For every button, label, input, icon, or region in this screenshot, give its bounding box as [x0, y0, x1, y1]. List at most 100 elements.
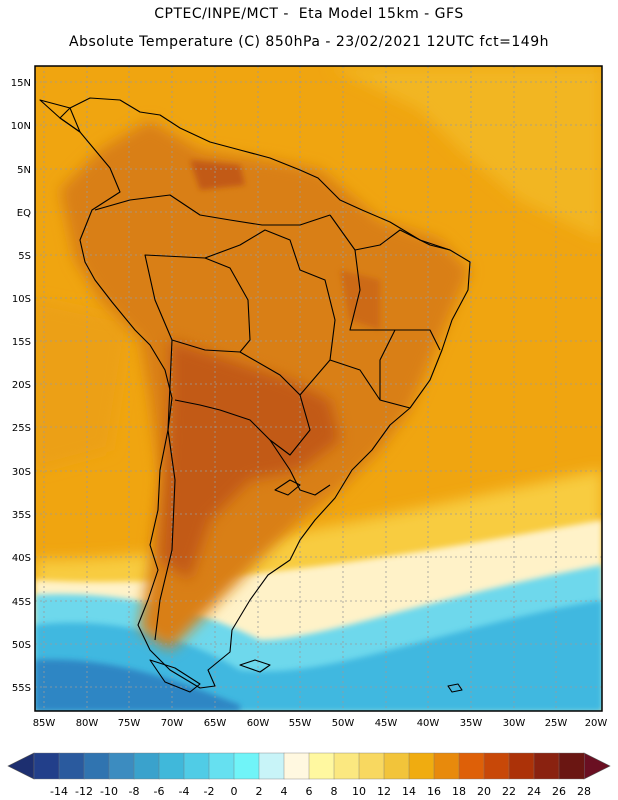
- colorbar-swatch: [133, 752, 160, 780]
- colorbar-left-arrow: [7, 752, 35, 780]
- lon-label: 75W: [118, 718, 141, 729]
- temperature-field: [35, 66, 602, 711]
- lat-label: 20S: [12, 380, 31, 391]
- south-coldest-band: [35, 659, 240, 711]
- colorbar-label: 0: [231, 785, 238, 798]
- colorbar-swatch: [333, 752, 360, 780]
- colorbar-swatch: [283, 752, 310, 780]
- colorbar-label: -12: [75, 785, 93, 798]
- colorbar-label: 8: [331, 785, 338, 798]
- lat-label: 50S: [12, 640, 31, 651]
- colorbar-swatch: [158, 752, 185, 780]
- colorbar-label: 28: [577, 785, 591, 798]
- colorbar-labels: -14 -12 -10 -8 -6 -4 -2 0 2 4 6 8 10 12 14 16 18 20 22 24 26…: [50, 785, 591, 798]
- lon-label: 70W: [161, 718, 184, 729]
- lat-label: EQ: [17, 208, 31, 219]
- colorbar-swatch: [358, 752, 385, 780]
- colorbar-label: 4: [281, 785, 288, 798]
- lon-label: 65W: [204, 718, 227, 729]
- lat-label: 10N: [11, 121, 31, 132]
- pacific-mild-patch: [35, 300, 130, 470]
- falkland-islands: [239, 659, 271, 673]
- colorbar-swatch: [433, 752, 460, 780]
- colorbar-swatch: [258, 752, 285, 780]
- lat-label: 55S: [12, 683, 31, 694]
- colorbar-swatch: [208, 752, 235, 780]
- lat-label: 35S: [12, 510, 31, 521]
- border-paraguay: [174, 351, 311, 456]
- northeast-warm-band: [330, 66, 602, 240]
- border-brazil-states-central: [349, 249, 441, 351]
- longitude-labels: 85W 80W 75W 70W 65W 60W 55W 50W 45W 40W …: [33, 718, 608, 729]
- lat-label: 10S: [12, 294, 31, 305]
- map-frame: [34, 65, 603, 712]
- colorbar-label: 14: [402, 785, 416, 798]
- border-amazon-north: [94, 194, 331, 226]
- colorbar-label: -14: [50, 785, 68, 798]
- colorbar-label: 22: [502, 785, 516, 798]
- lon-label: 55W: [289, 718, 312, 729]
- colorbar-label: 2: [256, 785, 263, 798]
- colorbar-swatch: [383, 752, 410, 780]
- colorbar-label: -8: [129, 785, 140, 798]
- hot-core-area: [160, 340, 340, 580]
- south-georgia-island: [447, 683, 463, 693]
- colorbar-swatch: [33, 752, 60, 780]
- colorbar-label: -10: [100, 785, 118, 798]
- colorbar-swatch: [458, 752, 485, 780]
- colorbar-swatch: [58, 752, 85, 780]
- colorbar-swatch: [233, 752, 260, 780]
- colorbar-swatch: [508, 752, 535, 780]
- border-uruguay: [269, 439, 331, 496]
- colorbar-swatch: [558, 752, 585, 780]
- colorbar-label: 16: [427, 785, 441, 798]
- lat-label: 5S: [18, 251, 31, 262]
- south-america-coastline: [59, 97, 471, 689]
- colorbar-label: 6: [306, 785, 313, 798]
- colorbar-swatch: [183, 752, 210, 780]
- colorbar-swatch: [483, 752, 510, 780]
- lon-label: 40W: [417, 718, 440, 729]
- colorbar-label: 12: [377, 785, 391, 798]
- colorbar-label: 18: [452, 785, 466, 798]
- lon-label: 45W: [375, 718, 398, 729]
- colorbar-swatch: [83, 752, 110, 780]
- lat-label: 15N: [11, 78, 31, 89]
- central-america-isthmus: [39, 99, 81, 133]
- hot-patch-north: [190, 160, 245, 190]
- latitude-labels: 15N 10N 5N EQ 5S 10S 15S 20S 25S 30S 35S…: [11, 78, 31, 694]
- rio-de-la-plata: [274, 479, 301, 496]
- map-title-line1: CPTEC/INPE/MCT - Eta Model 15km - GFS: [154, 6, 464, 22]
- colorbar-right-arrow: [583, 752, 611, 780]
- border-brazil-states-north: [329, 214, 451, 251]
- border-chile-argentina: [154, 339, 176, 641]
- colorbar-swatches: [33, 752, 585, 780]
- lat-label: 25S: [12, 423, 31, 434]
- map-title-line2: Absolute Temperature (C) 850hPa - 23/02/…: [69, 34, 549, 50]
- lat-label: 5N: [17, 165, 31, 176]
- colorbar-label: -4: [179, 785, 190, 798]
- border-brazil-states-south: [329, 359, 411, 409]
- lon-label: 30W: [503, 718, 526, 729]
- lon-label: 35W: [460, 718, 483, 729]
- colorbar-swatch: [108, 752, 135, 780]
- lon-label: 20W: [585, 718, 608, 729]
- colorbar-swatch: [408, 752, 435, 780]
- colorbar-label: 24: [527, 785, 541, 798]
- lat-label: 40S: [12, 553, 31, 564]
- colorbar-label: 26: [552, 785, 566, 798]
- lon-label: 60W: [247, 718, 270, 729]
- coastline-and-borders: [39, 97, 471, 693]
- border-peru-bolivia: [144, 254, 251, 353]
- lat-label: 30S: [12, 467, 31, 478]
- lon-label: 25W: [545, 718, 568, 729]
- tierra-del-fuego: [149, 659, 201, 693]
- colorbar-label: 10: [352, 785, 366, 798]
- colorbar-label: -2: [204, 785, 215, 798]
- lon-label: 80W: [76, 718, 99, 729]
- colorbar: -14 -12 -10 -8 -6 -4 -2 0 2 4 6 8 10 12 14 16 18 20 22 24 26…: [7, 752, 611, 798]
- colorbar-swatch: [533, 752, 560, 780]
- lon-label: 50W: [332, 718, 355, 729]
- colorbar-label: 20: [477, 785, 491, 798]
